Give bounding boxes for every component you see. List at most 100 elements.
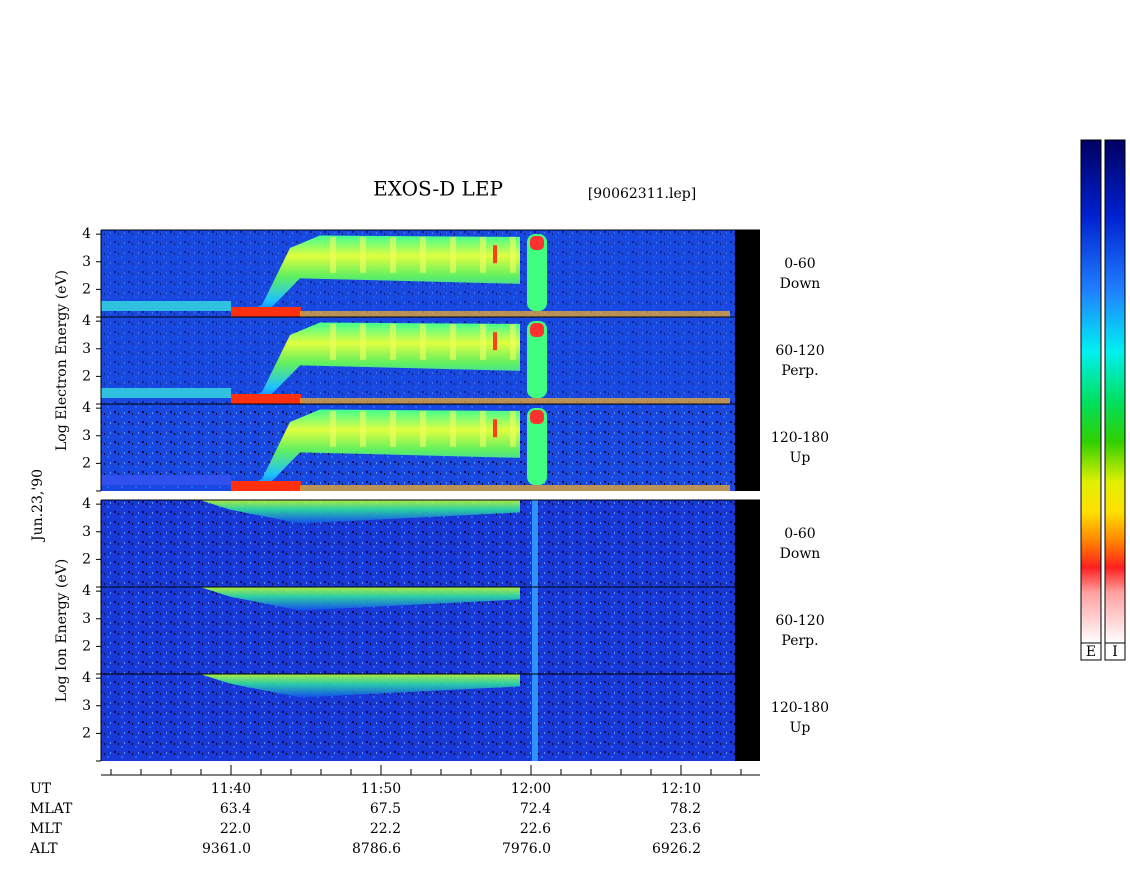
ion-band	[200, 674, 520, 698]
stripe	[493, 245, 497, 264]
stripe	[510, 410, 516, 447]
stripe	[450, 236, 456, 273]
panel-direction: Down	[780, 546, 821, 562]
low-energy-band	[101, 301, 231, 311]
stripe	[480, 236, 486, 273]
panel-direction: Up	[790, 450, 811, 466]
row-value: 6926.2	[652, 841, 701, 857]
stripe	[390, 236, 396, 273]
ion-band	[200, 500, 520, 524]
panel-direction: Perp.	[781, 363, 818, 379]
y-tick-label: 3	[82, 428, 91, 444]
stripe	[493, 332, 497, 351]
stripe	[420, 410, 426, 447]
file-name: [90062311.lep]	[588, 186, 696, 202]
panel-angle: 60-120	[775, 343, 824, 359]
y-tick-label: 2	[82, 281, 91, 297]
stripe	[420, 323, 426, 360]
row-value: 9361.0	[202, 841, 251, 857]
row-name: UT	[30, 781, 52, 797]
row-value: 22.0	[220, 821, 251, 837]
x-tick-label: 11:40	[211, 781, 251, 797]
electron-band	[231, 322, 520, 404]
burst-core	[530, 323, 544, 337]
no-data	[735, 230, 760, 317]
no-data	[735, 317, 760, 404]
electron-floor	[231, 481, 301, 491]
y-tick-label: 3	[82, 254, 91, 270]
y-tick-label: 2	[82, 368, 91, 384]
row-name: MLAT	[30, 801, 73, 817]
stripe	[510, 323, 516, 360]
stripe	[420, 236, 426, 273]
colorbar-label-box	[1080, 642, 1102, 661]
y-tick-label: 3	[82, 698, 91, 714]
y-tick-label: 3	[82, 611, 91, 627]
stripe	[450, 323, 456, 360]
y-tick-label: 2	[82, 551, 91, 567]
colorbar-label: E	[1086, 644, 1096, 660]
y-tick-label: 4	[82, 670, 91, 686]
row-name: MLT	[30, 821, 62, 837]
burst	[527, 408, 547, 485]
y-tick-label: 3	[82, 524, 91, 540]
stripe	[390, 410, 396, 447]
x-tick-label: 12:10	[661, 781, 701, 797]
x-tick-label: 12:00	[511, 781, 551, 797]
burst	[527, 321, 547, 398]
stripe	[360, 236, 366, 273]
ion-band	[200, 587, 520, 611]
stripe	[360, 323, 366, 360]
row-value: 63.4	[220, 801, 251, 817]
ion-line	[532, 587, 538, 674]
electron-band	[231, 235, 520, 317]
electron-floor	[231, 394, 301, 404]
electron-floor	[300, 311, 730, 317]
panel-direction: Perp.	[781, 633, 818, 649]
row-value: 72.4	[520, 801, 551, 817]
panel-direction: Down	[780, 276, 821, 292]
colorbar	[1080, 139, 1102, 644]
y-tick-label: 4	[82, 226, 91, 242]
low-energy-band	[101, 388, 231, 398]
x-tick-label: 11:50	[361, 781, 401, 797]
row-value: 67.5	[370, 801, 401, 817]
panel-angle: 60-120	[775, 613, 824, 629]
y-tick-label: 2	[82, 455, 91, 471]
y-tick-label: 4	[82, 496, 91, 512]
stripe	[480, 410, 486, 447]
ion-line	[532, 674, 538, 761]
panel-direction: Up	[790, 720, 811, 736]
y-tick-label: 4	[82, 313, 91, 329]
y-tick-label: 4	[82, 400, 91, 416]
panel-angle: 120-180	[771, 700, 829, 716]
y-tick-label: 3	[82, 341, 91, 357]
y-tick-label: 4	[82, 583, 91, 599]
date-label: Jun.23,'90	[30, 469, 46, 543]
burst-core	[530, 410, 544, 424]
panel-angle: 0-60	[784, 526, 815, 542]
row-name: ALT	[29, 841, 58, 857]
electron-band	[231, 409, 520, 491]
row-value: 78.2	[670, 801, 701, 817]
no-data	[735, 587, 760, 674]
stripe	[480, 323, 486, 360]
colorbar-label: I	[1112, 644, 1118, 660]
colorbar-label-box	[1104, 642, 1126, 661]
y-tick-label: 2	[82, 725, 91, 741]
row-value: 22.2	[370, 821, 401, 837]
y-axis-label: Log Electron Energy (eV)	[54, 270, 70, 451]
y-tick-label: 2	[82, 638, 91, 654]
stripe	[330, 410, 336, 447]
stripe	[450, 410, 456, 447]
electron-floor	[300, 398, 730, 404]
burst-core	[530, 236, 544, 250]
electron-floor	[231, 307, 301, 317]
stripe	[390, 323, 396, 360]
title: EXOS-D LEP	[373, 177, 503, 201]
colorbar	[1104, 139, 1126, 644]
low-energy-band	[101, 475, 231, 485]
no-data	[735, 500, 760, 587]
y-axis-label: Log Ion Energy (eV)	[54, 559, 70, 702]
ion-line	[532, 500, 538, 587]
